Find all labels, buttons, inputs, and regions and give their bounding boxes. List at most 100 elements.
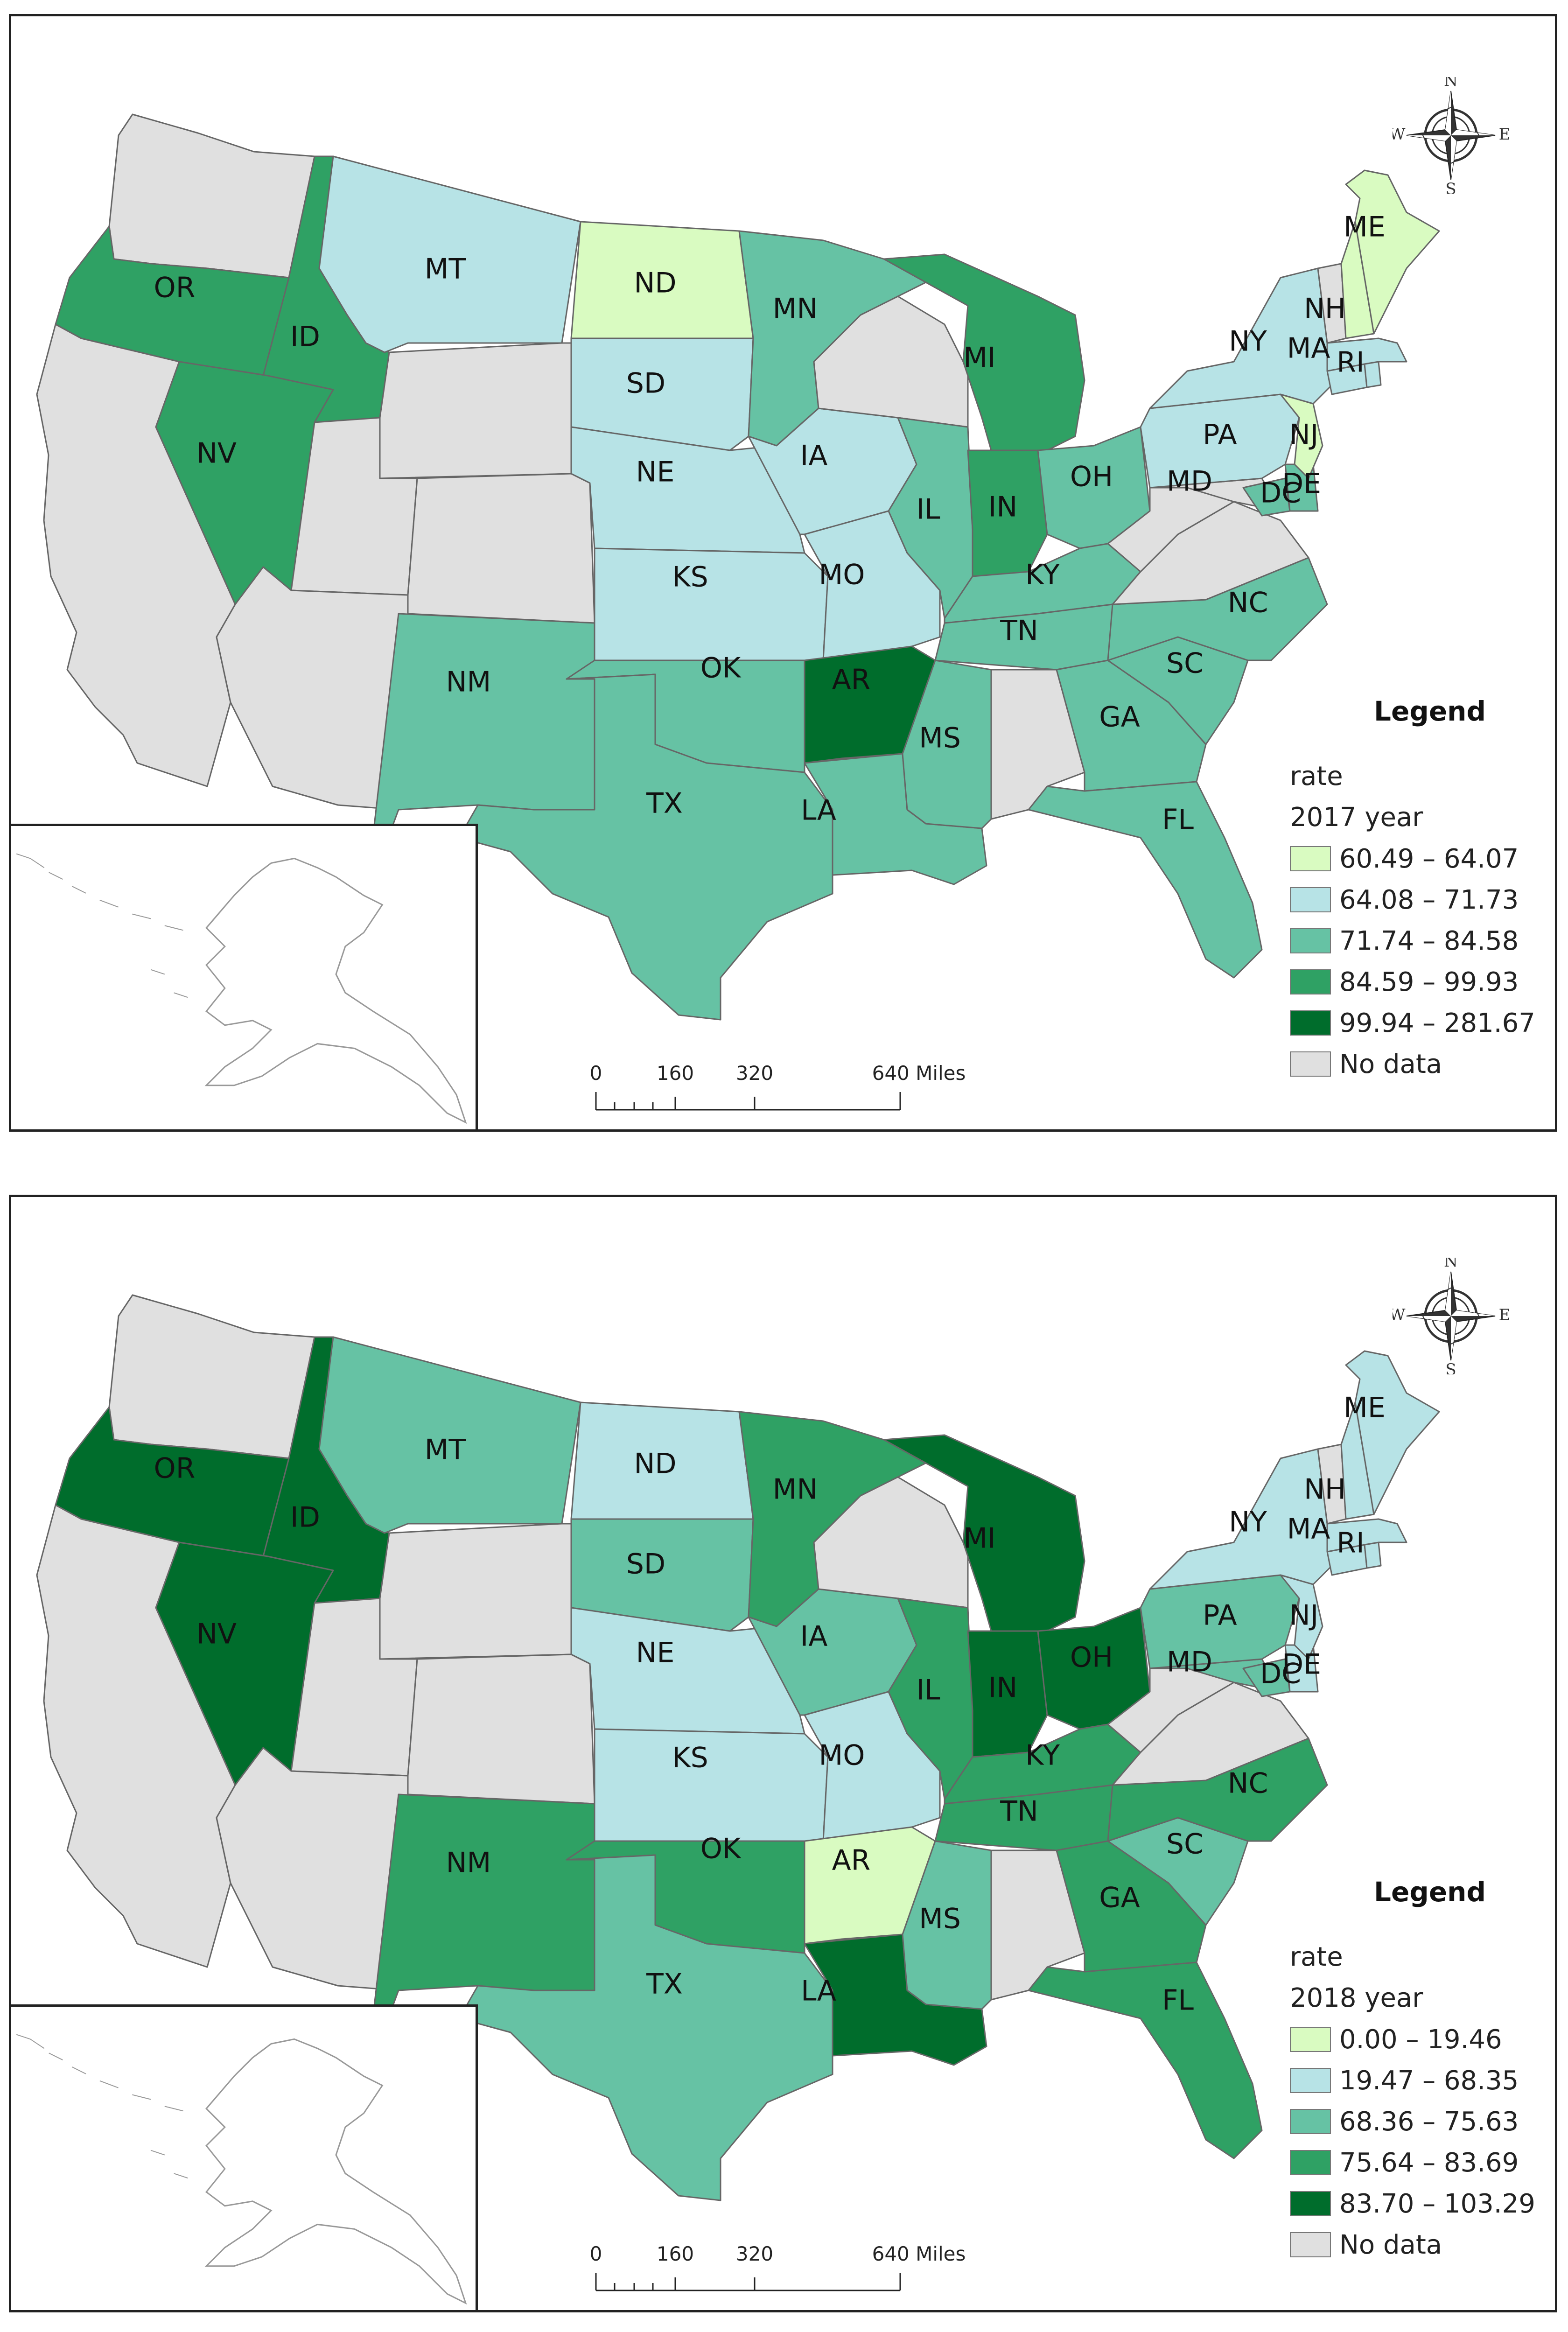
scale-tick-label: 320 xyxy=(735,2242,774,2265)
state-label-la: LA xyxy=(801,1975,836,2008)
state-label-mt: MT xyxy=(425,253,466,286)
state-label-de: DE xyxy=(1282,468,1321,500)
legend-year: 2018 year xyxy=(1290,1983,1423,2013)
state-label-dc: DC xyxy=(1260,1658,1301,1690)
state-ma xyxy=(1326,1518,1407,1553)
state-label-mo: MO xyxy=(819,559,865,591)
legend-title: Legend xyxy=(1374,695,1486,727)
state-label-pa: PA xyxy=(1203,419,1237,451)
state-ms xyxy=(902,1840,992,2010)
legend-item-label: 0.00 – 19.46 xyxy=(1339,2024,1502,2055)
compass-e: E xyxy=(1499,125,1509,144)
state-label-md: MD xyxy=(1167,465,1212,498)
state-label-mi: MI xyxy=(963,342,995,374)
compass-w: W xyxy=(1393,125,1406,144)
state-label-ma: MA xyxy=(1287,1513,1330,1546)
legend-swatch xyxy=(1290,2150,1331,2175)
aleutian-islands xyxy=(16,2034,188,2179)
legend-item: 71.74 – 84.58 xyxy=(1290,920,1542,961)
scale-tick-label: 0 xyxy=(589,1062,602,1085)
state-label-il: IL xyxy=(916,493,940,526)
alaska-inset xyxy=(11,824,478,1129)
state-me xyxy=(1345,169,1440,335)
legend-swatch xyxy=(1290,1010,1331,1036)
state-fl xyxy=(1028,1961,1263,2159)
legend-swatch xyxy=(1290,2068,1331,2093)
legend-item: 68.36 – 75.63 xyxy=(1290,2101,1542,2142)
state-fl xyxy=(1028,781,1263,979)
state-label-ri: RI xyxy=(1337,1527,1364,1560)
state-label-mn: MN xyxy=(773,1473,818,1506)
state-co xyxy=(407,473,595,624)
state-label-md: MD xyxy=(1167,1646,1212,1679)
legend-swatch xyxy=(1290,2232,1331,2257)
state-label-ny: NY xyxy=(1229,325,1267,358)
state-label-id: ID xyxy=(290,1501,320,1534)
state-label-sd: SD xyxy=(626,367,665,400)
state-label-oh: OH xyxy=(1070,1641,1113,1674)
legend-field: rate xyxy=(1290,1942,1343,1972)
legend-item-label: 99.94 – 281.67 xyxy=(1339,1008,1535,1038)
legend-item-label: 68.36 – 75.63 xyxy=(1339,2106,1519,2137)
scale-tick-label: 320 xyxy=(735,1062,774,1085)
state-label-ma: MA xyxy=(1287,332,1330,365)
legend-item: 84.59 – 99.93 xyxy=(1290,961,1542,1002)
state-label-or: OR xyxy=(154,1452,196,1485)
state-sd xyxy=(570,1518,754,1632)
state-label-ks: KS xyxy=(672,561,708,594)
north-arrow: N S E W xyxy=(1389,1252,1511,1379)
state-me xyxy=(1345,1350,1440,1515)
state-label-ne: NE xyxy=(636,456,675,489)
state-label-mi: MI xyxy=(963,1522,995,1555)
legend-item-label: 75.64 – 83.69 xyxy=(1339,2147,1519,2178)
legend: Legend rate 2018 year 0.00 – 19.46 19.47 … xyxy=(1290,1876,1542,2265)
state-label-nd: ND xyxy=(634,267,676,300)
state-label-ny: NY xyxy=(1229,1506,1267,1539)
legend-item: 60.49 – 64.07 xyxy=(1290,838,1542,879)
legend-swatch xyxy=(1290,2109,1331,2134)
state-label-sc: SC xyxy=(1166,647,1204,680)
state-mi xyxy=(883,1434,1085,1632)
scale-bar: 0 160 320 640 Miles xyxy=(589,1062,966,1118)
legend-item: 83.70 – 103.29 xyxy=(1290,2183,1542,2224)
state-label-fl: FL xyxy=(1162,804,1194,836)
legend-item: 19.47 – 68.35 xyxy=(1290,2060,1542,2101)
state-az xyxy=(216,1747,409,1991)
state-ks xyxy=(594,547,829,661)
scale-tick-label: 160 xyxy=(656,1062,694,1085)
state-label-tn: TN xyxy=(1000,1795,1038,1828)
legend-swatch xyxy=(1290,928,1331,953)
legend-item: No data xyxy=(1290,2224,1542,2265)
legend-swatch xyxy=(1290,1051,1331,1077)
state-label-pa: PA xyxy=(1203,1599,1237,1632)
scale-bar: 0 160 320 640 Miles xyxy=(590,2242,966,2298)
legend-item-label: 71.74 – 84.58 xyxy=(1339,925,1519,956)
state-label-ok: OK xyxy=(700,652,742,685)
state-label-sd: SD xyxy=(626,1548,665,1581)
state-label-me: ME xyxy=(1344,1392,1386,1424)
state-label-il: IL xyxy=(916,1674,940,1707)
state-label-fl: FL xyxy=(1162,1984,1194,2017)
state-az xyxy=(216,566,409,811)
alaska-inset xyxy=(11,2004,478,2310)
state-label-tx: TX xyxy=(646,1968,683,2001)
state-label-nc: NC xyxy=(1228,587,1268,619)
state-label-dc: DC xyxy=(1260,477,1301,510)
state-label-nv: NV xyxy=(196,437,237,470)
legend-swatch xyxy=(1290,887,1331,912)
legend-item-label: No data xyxy=(1339,1049,1442,1079)
state-label-ia: IA xyxy=(800,1620,828,1653)
legend-item-label: 19.47 – 68.35 xyxy=(1339,2065,1519,2096)
state-label-nh: NH xyxy=(1304,293,1346,325)
aleutian-islands xyxy=(16,853,188,998)
state-tx xyxy=(458,673,833,1021)
state-ms xyxy=(902,659,992,829)
state-ks xyxy=(594,1728,829,1842)
state-label-mo: MO xyxy=(819,1739,865,1772)
legend-swatch xyxy=(1290,969,1331,994)
state-label-ky: KY xyxy=(1025,1739,1060,1772)
state-label-ky: KY xyxy=(1025,559,1060,591)
state-label-tn: TN xyxy=(1000,615,1038,647)
legend-year: 2017 year xyxy=(1290,802,1423,833)
compass-w: W xyxy=(1393,1306,1406,1324)
